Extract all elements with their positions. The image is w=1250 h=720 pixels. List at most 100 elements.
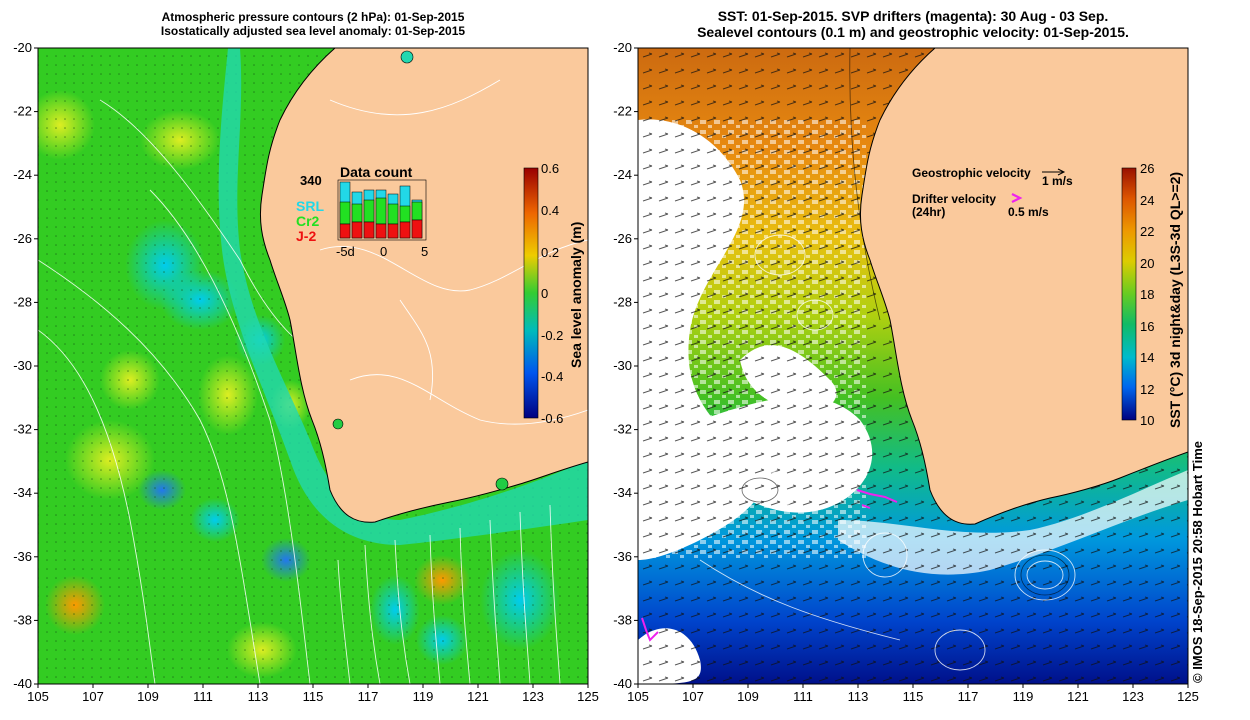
drifter-track (856, 489, 898, 503)
histogram-bar (351, 203, 363, 223)
y-axis-label: -20 (13, 40, 32, 55)
x-axis-label: 119 (413, 689, 434, 704)
sla-tick: -0.2 (541, 328, 563, 343)
x-axis-label: 105 (27, 689, 49, 704)
inset-xtick: -5d (336, 244, 355, 259)
drifter-track (641, 617, 659, 642)
drifter-sublabel: (24hr) (912, 205, 945, 219)
x-axis-label: 125 (577, 689, 599, 704)
sla-tick: 0.2 (541, 245, 559, 260)
y-axis-label: -26 (13, 231, 32, 246)
x-axis-label: 109 (737, 689, 759, 704)
x-axis-label: 107 (82, 689, 104, 704)
sst-colorbar-label: SST (°C) 3d night&day (L3S-3d QL>=2) (1167, 172, 1183, 428)
drifter-scale: 0.5 m/s (1008, 205, 1049, 219)
x-axis-label: 107 (682, 689, 704, 704)
x-axis-label: 123 (1122, 689, 1144, 704)
x-axis-label: 113 (848, 689, 869, 704)
legend-cr2: Cr2 (296, 213, 320, 229)
x-axis-label: 117 (958, 689, 979, 704)
y-axis-label: -24 (613, 167, 632, 182)
inset-title: Data count (340, 164, 413, 180)
right-panel-title: SST: 01-Sep-2015. SVP drifters (magenta)… (638, 8, 1188, 40)
y-axis-label: -20 (613, 40, 632, 55)
sla-colorbar: 0.6 0.4 0.2 0 -0.2 -0.4 -0.6 Sea level a… (523, 161, 584, 426)
x-axis-label: 113 (248, 689, 269, 704)
y-axis-label: -38 (613, 612, 632, 627)
drifter-scale-arrow (1011, 193, 1023, 203)
y-axis-label: -36 (613, 549, 632, 564)
y-axis-label: -36 (13, 549, 32, 564)
left-title-line-2: Isostatically adjusted sea level anomaly… (160, 24, 466, 38)
histogram-bar (387, 223, 399, 239)
histogram-frame (337, 179, 427, 241)
legend-srl: SRL (296, 198, 324, 214)
geostrophic-scale: 1 m/s (1042, 174, 1073, 188)
x-axis-label: 121 (1067, 689, 1089, 704)
x-axis-label: 105 (627, 689, 649, 704)
y-axis-label: -32 (13, 422, 32, 437)
y-axis-label: -24 (13, 167, 32, 182)
sst-colorbar-ticks: 26 24 22 20 18 16 14 12 10 (1140, 161, 1154, 428)
histogram-bar (339, 201, 351, 225)
sla-map (38, 48, 588, 684)
inset-max-count: 340 (300, 173, 322, 188)
geostrophic-label: Geostrophic velocity (912, 166, 1031, 180)
sealevel-contours (699, 234, 1076, 671)
y-axis-label: -22 (13, 104, 32, 119)
sla-tick: 0.6 (541, 161, 559, 176)
y-axis-label: -40 (613, 676, 632, 691)
sst-colorbar: 26 24 22 20 18 16 14 12 10 SST (°C) 3d n… (1121, 161, 1183, 428)
land-pressure-contours (319, 79, 588, 425)
sla-tick: 0 (541, 286, 548, 301)
y-axis-label: -28 (13, 294, 32, 309)
australia-landmass-right (859, 48, 1188, 525)
histogram-bars (339, 181, 423, 239)
y-axis-label: -40 (13, 676, 32, 691)
velocity-legend: Geostrophic velocity 1 m/s Drifter veloc… (912, 166, 1073, 219)
histogram-bar (411, 219, 423, 239)
histogram-bar (339, 223, 351, 239)
pressure-contours (38, 99, 561, 684)
sst-map (638, 48, 1188, 684)
y-axis-label: -30 (613, 358, 632, 373)
x-axis-label: 115 (303, 689, 324, 704)
inset-xtick: 0 (380, 244, 387, 259)
sst-tick: 18 (1140, 287, 1154, 302)
histogram-bar (411, 201, 423, 221)
sla-colorbar-label: Sea level anomaly (m) (568, 222, 584, 368)
right-title-line-1: SST: 01-Sep-2015. SVP drifters (magenta)… (717, 8, 1109, 24)
histogram-bar (375, 197, 387, 225)
sst-tick: 22 (1140, 224, 1154, 239)
histogram-bar (351, 221, 363, 239)
drifter-track (861, 504, 871, 509)
histogram-bar (387, 203, 399, 225)
sla-colorbar-ticks: 0.6 0.4 0.2 0 -0.2 -0.4 -0.6 (541, 161, 563, 426)
sst-tick: 10 (1140, 413, 1154, 428)
y-axis-label: -26 (613, 231, 632, 246)
left-panel-title: Atmospheric pressure contours (2 hPa): 0… (38, 10, 588, 38)
sst-tick: 12 (1140, 382, 1154, 397)
x-axis-label: 121 (467, 689, 489, 704)
legend-j2: J-2 (296, 228, 316, 244)
y-axis-label: -22 (613, 104, 632, 119)
svp-drifter-tracks (641, 489, 898, 642)
sst-tick: 26 (1140, 161, 1154, 176)
sla-tick: -0.6 (541, 411, 563, 426)
histogram-bar (399, 221, 411, 239)
x-axis-label: 119 (1013, 689, 1034, 704)
left-title-line-1: Atmospheric pressure contours (2 hPa): 0… (161, 10, 465, 24)
sst-tick: 24 (1140, 193, 1154, 208)
sla-tick: 0.4 (541, 203, 559, 218)
drifter-label: Drifter velocity (912, 192, 996, 206)
y-axis-label: -34 (13, 485, 32, 500)
x-axis-label: 117 (358, 689, 379, 704)
sla-tick: -0.4 (541, 369, 563, 384)
x-axis-label: 115 (903, 689, 924, 704)
x-axis-label: 111 (193, 689, 213, 704)
y-axis-label: -38 (13, 612, 32, 627)
sst-tick: 20 (1140, 256, 1154, 271)
x-axis-label: 109 (137, 689, 159, 704)
